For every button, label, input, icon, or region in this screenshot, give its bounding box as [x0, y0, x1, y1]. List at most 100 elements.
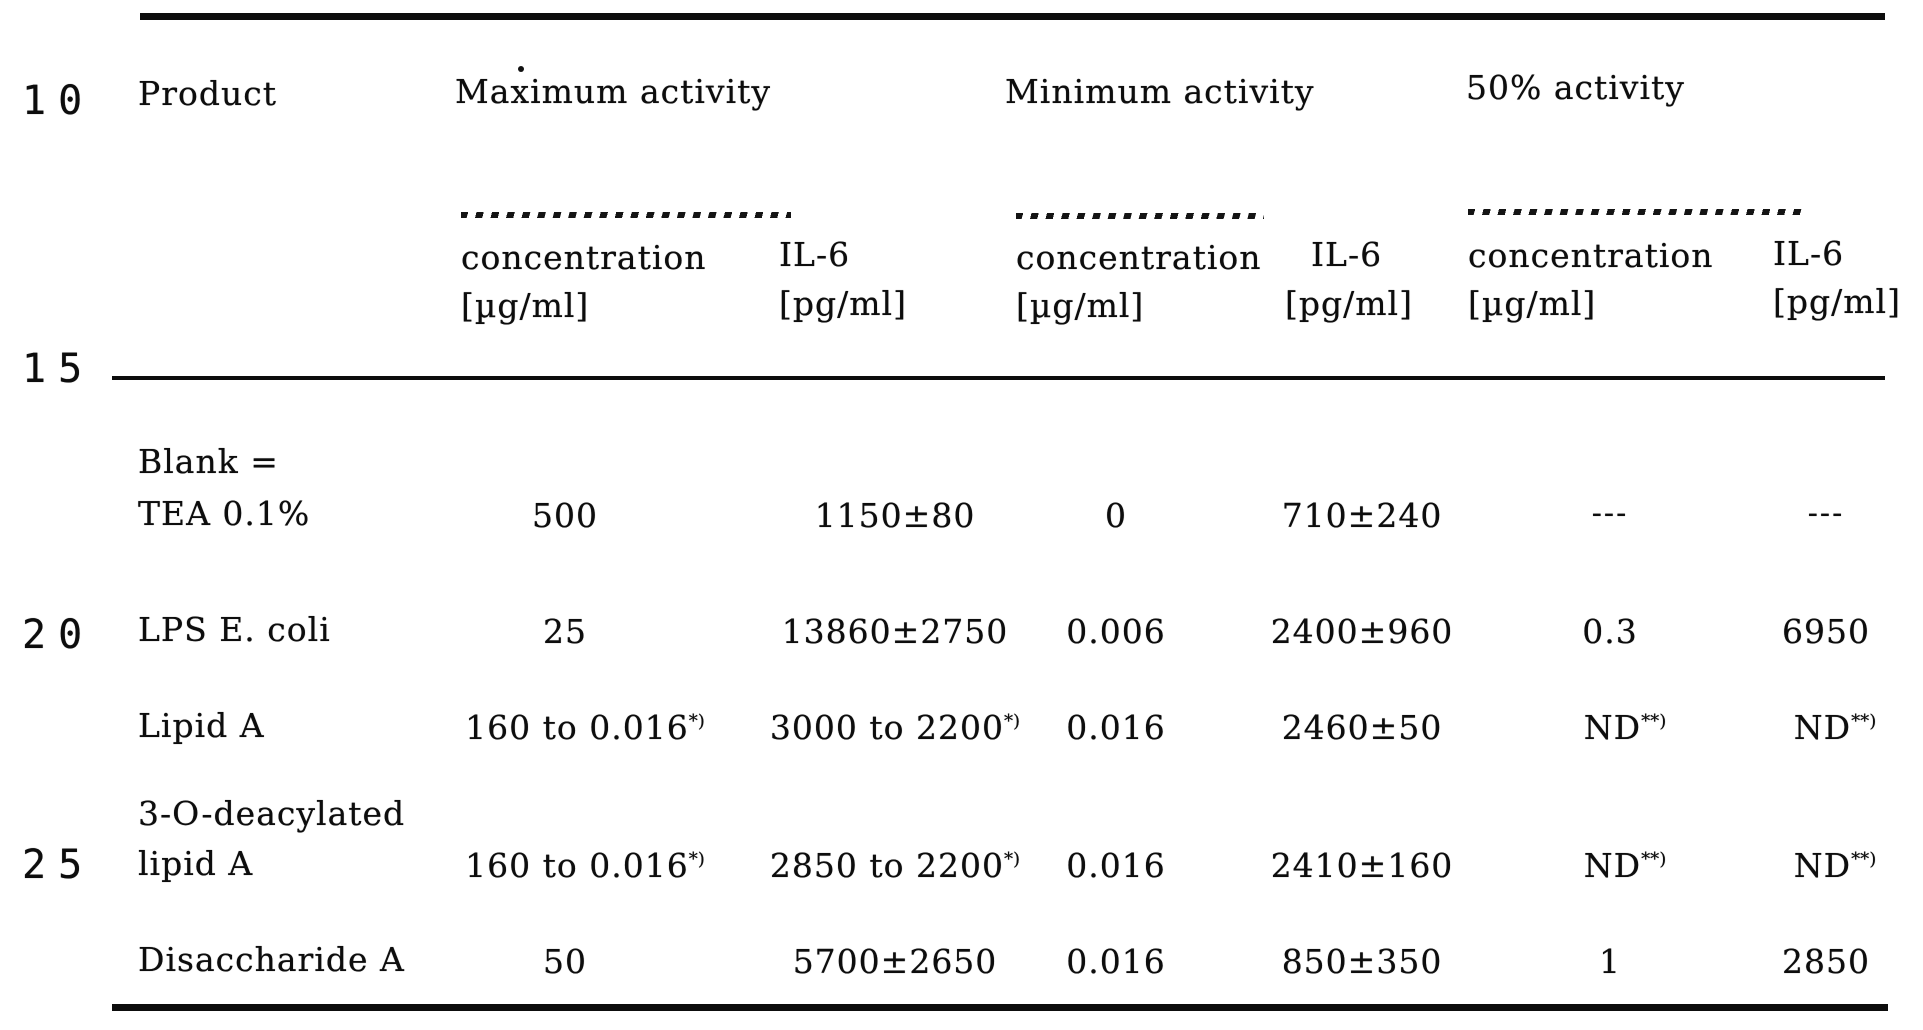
table-cell: 710±240	[1282, 496, 1443, 535]
footnote-marker: *)	[1003, 711, 1021, 732]
cell-value: 2850	[1782, 942, 1870, 981]
table-cell: ND**)	[1584, 846, 1667, 885]
row-label-3-o-deacylated-line2: lipid A	[138, 844, 254, 883]
row-label-blank-line1: Blank =	[138, 442, 279, 481]
row-label-blank-line2: TEA 0.1%	[138, 494, 311, 533]
table-cell: ND**)	[1794, 846, 1877, 885]
cell-value: ---	[1807, 496, 1845, 531]
cell-value: 160 to 0.016	[465, 708, 689, 747]
table-cell: 6950	[1782, 612, 1870, 651]
cell-value: ND	[1793, 846, 1852, 885]
footnote-marker: **)	[1851, 711, 1877, 732]
table-cell: 160 to 0.016*)	[465, 708, 705, 747]
cell-value: 1	[1599, 942, 1621, 981]
unit-min-concentration: [µg/ml]	[1016, 286, 1145, 325]
row-label-lps-e-coli: LPS E. coli	[138, 610, 331, 649]
group-header-maximum-activity: Maximum activity	[455, 72, 772, 111]
table-cell: ---	[1592, 496, 1628, 531]
table-cell: 1150±80	[815, 496, 976, 535]
group-header-minimum-activity: Minimum activity	[1005, 72, 1315, 111]
table-cell: 2850 to 2200*)	[770, 846, 1020, 885]
footnote-marker: **)	[1641, 849, 1667, 870]
row-label-disaccharide-a: Disaccharide A	[138, 940, 405, 979]
footnote-marker: *)	[1003, 849, 1021, 870]
cell-value: 710±240	[1281, 496, 1443, 535]
cell-value: 0.016	[1066, 846, 1166, 885]
table-cell: 850±350	[1282, 942, 1443, 981]
cell-value: 0	[1105, 496, 1127, 535]
table-top-rule	[140, 13, 1885, 20]
margin-line-number-10: 10	[22, 78, 95, 124]
cell-value: 25	[543, 612, 587, 651]
table-cell: 500	[532, 496, 598, 535]
table-cell: 2410±160	[1271, 846, 1454, 885]
margin-line-number-20: 20	[22, 612, 95, 658]
table-cell: 2460±50	[1282, 708, 1443, 747]
column-header-product: Product	[138, 74, 277, 113]
cell-value: 0.006	[1066, 612, 1166, 651]
cell-value: 160 to 0.016	[465, 846, 689, 885]
cell-value: 50	[543, 942, 587, 981]
cell-value: 850±350	[1281, 942, 1443, 981]
row-label-3-o-deacylated-line1: 3-O-deacylated	[138, 794, 406, 833]
cell-value: 6950	[1782, 612, 1870, 651]
table-cell: 160 to 0.016*)	[465, 846, 705, 885]
cell-value: 2850 to 2200	[769, 846, 1004, 885]
cell-value: 2410±160	[1270, 846, 1454, 885]
cell-value: 13860±2750	[781, 612, 1009, 651]
cell-value: 3000 to 2200	[769, 708, 1004, 747]
footnote-marker: **)	[1641, 711, 1667, 732]
subheader-min-il6: IL-6	[1311, 235, 1383, 274]
dashed-separator-50pct	[1468, 209, 1804, 215]
table-cell: 25	[543, 612, 587, 651]
margin-line-number-15: 15	[22, 346, 95, 392]
group-header-50pct-activity: 50% activity	[1466, 68, 1685, 107]
table-cell: ND**)	[1584, 708, 1667, 747]
unit-max-il6: [pg/ml]	[779, 284, 907, 323]
table-cell: 5700±2650	[793, 942, 998, 981]
cell-value: 0.016	[1066, 708, 1166, 747]
cell-value: 1150±80	[814, 496, 976, 535]
cell-value: ---	[1591, 496, 1629, 531]
cell-value: 500	[532, 496, 598, 535]
cell-value: 0.3	[1582, 612, 1638, 651]
dashed-separator-minimum	[1016, 213, 1264, 219]
row-label-lipid-a: Lipid A	[138, 706, 265, 745]
footnote-marker: *)	[688, 711, 705, 732]
subheader-max-il6: IL-6	[779, 235, 851, 274]
unit-50pct-il6: [pg/ml]	[1773, 282, 1901, 321]
table-cell: 2400±960	[1271, 612, 1454, 651]
table-cell: 13860±2750	[782, 612, 1009, 651]
scan-artifact-dot	[518, 66, 524, 72]
table-cell: 2850	[1782, 942, 1870, 981]
table-cell: ND**)	[1794, 708, 1877, 747]
subheader-50pct-il6: IL-6	[1773, 234, 1845, 273]
table-cell: ---	[1808, 496, 1844, 531]
table-cell: 0.016	[1066, 942, 1165, 981]
table-cell: 0.006	[1066, 612, 1165, 651]
cell-value: ND	[1583, 708, 1642, 747]
table-cell: 1	[1599, 942, 1621, 981]
cell-value: 2400±960	[1270, 612, 1454, 651]
table-cell: 0	[1105, 496, 1127, 535]
cell-value: 2460±50	[1281, 708, 1443, 747]
table-header-rule	[112, 376, 1885, 380]
cell-value: 5700±2650	[792, 942, 998, 981]
subheader-min-concentration: concentration	[1016, 238, 1262, 277]
unit-50pct-concentration: [µg/ml]	[1468, 284, 1597, 323]
table-cell: 0.016	[1066, 846, 1165, 885]
unit-max-concentration: [µg/ml]	[461, 286, 590, 325]
table-bottom-rule	[112, 1004, 1888, 1011]
subheader-50pct-concentration: concentration	[1468, 236, 1714, 275]
dashed-separator-maximum	[461, 212, 791, 218]
subheader-max-concentration: concentration	[461, 238, 707, 277]
table-cell: 3000 to 2200*)	[770, 708, 1020, 747]
cell-value: 0.016	[1066, 942, 1166, 981]
footnote-marker: **)	[1851, 849, 1877, 870]
table-cell: 50	[543, 942, 587, 981]
table-cell: 0.016	[1066, 708, 1165, 747]
cell-value: ND	[1793, 708, 1852, 747]
margin-line-number-25: 25	[22, 842, 95, 888]
unit-min-il6: [pg/ml]	[1285, 284, 1413, 323]
